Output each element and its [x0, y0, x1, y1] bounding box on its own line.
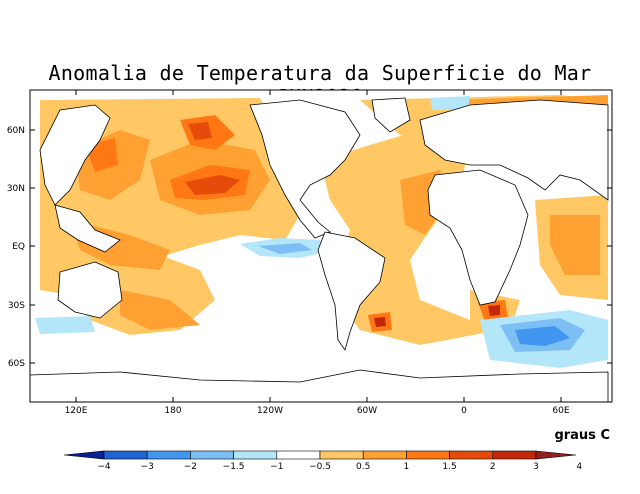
continent-southeast-asia	[54, 204, 121, 253]
colorbar-segment	[535, 450, 577, 460]
lon-label-180: 180	[164, 406, 181, 416]
colorbar: −4 −3 −2 −1.5 −1 −0.5 0.5 1 1.5 2 3 4	[63, 450, 582, 472]
colorbar-label: 1.5	[442, 462, 456, 472]
anomaly-north-pacific-hot	[185, 175, 240, 195]
colorbar-segment	[103, 450, 148, 460]
continent-south-america	[317, 231, 386, 351]
continent-north-america	[249, 99, 361, 239]
lon-label-120w: 120W	[257, 406, 283, 416]
lon-label-0: 0	[461, 406, 467, 416]
continent-east-asia	[39, 104, 111, 206]
lat-label-60n: 60N	[7, 126, 25, 136]
lon-label-60e: 60E	[552, 406, 569, 416]
colorbar-segment	[449, 450, 494, 460]
colorbar-label: 0.5	[356, 462, 370, 472]
continent-australia	[57, 261, 123, 319]
colorbar-label: −1.5	[223, 462, 245, 472]
colorbar-label: −4	[97, 462, 111, 472]
continent-greenland	[371, 97, 411, 133]
colorbar-segment	[276, 450, 321, 460]
colorbar-label: −2	[184, 462, 197, 472]
continent-africa	[427, 169, 529, 306]
colorbar-label: −3	[141, 462, 154, 472]
anomaly-sw-atlantic-hot	[374, 317, 386, 327]
lat-label-60s: 60S	[8, 359, 25, 369]
anomaly-arctic-cool	[430, 96, 470, 110]
colorbar-label: 2	[490, 462, 496, 472]
colorbar-label: 1	[404, 462, 410, 472]
anomaly-south-pacific-mid	[120, 290, 200, 330]
colorbar-label: −0.5	[309, 462, 331, 472]
lon-label-60w: 60W	[357, 406, 377, 416]
colorbar-segment	[146, 450, 191, 460]
colorbar-label: −1	[270, 462, 283, 472]
longitude-axis: 120E 180 120W 60W 0 60E	[65, 90, 570, 416]
colorbar-segment	[319, 450, 364, 460]
anomaly-bering-hot	[188, 122, 212, 140]
colorbar-label: 3	[533, 462, 539, 472]
latitude-axis: 60N 30N EQ 30S 60S	[7, 126, 612, 369]
anomaly-south-pacific-cool	[35, 316, 95, 334]
anomaly-southern-ocean-coolest	[515, 326, 570, 346]
lon-label-120e: 120E	[65, 406, 88, 416]
colorbar-segment	[362, 450, 407, 460]
colorbar-label: 4	[576, 462, 582, 472]
colorbar-segment	[406, 450, 450, 460]
colorbar-segment	[492, 450, 537, 460]
anomaly-indian-mid	[550, 215, 600, 275]
continent-eurasia	[419, 99, 609, 201]
anomaly-agulhas-hot	[488, 305, 500, 316]
units-label: graus C	[554, 428, 610, 443]
colorbar-segment	[233, 450, 278, 460]
colorbar-segment	[190, 450, 234, 460]
lat-label-30s: 30S	[8, 301, 25, 311]
anomaly-equatorial-pacific-cooler	[258, 243, 312, 254]
lat-label-eq: EQ	[12, 242, 25, 252]
continent-layer	[29, 97, 609, 403]
colorbar-segment	[63, 450, 105, 460]
lat-label-30n: 30N	[7, 184, 25, 194]
